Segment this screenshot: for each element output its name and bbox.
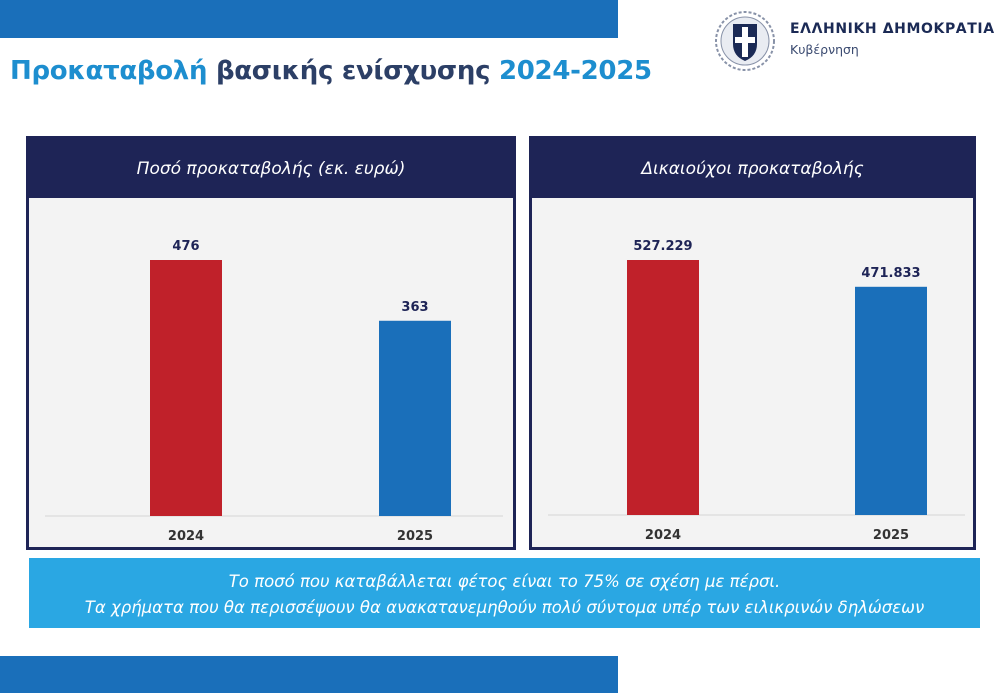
logo-subtitle: Κυβέρνηση: [790, 42, 859, 57]
bar-2024: [627, 260, 699, 515]
chart-panel-amount: Ποσό προκαταβολής (εκ. ευρώ) 476 2024 363 2…: [26, 136, 516, 550]
title-part-2: βασικής ενίσχυσης: [215, 56, 491, 86]
data-label-2024: 527.229: [633, 239, 692, 254]
title-part-1: Προκαταβολή: [10, 56, 208, 86]
data-label-2025: 471.833: [861, 266, 920, 281]
bar-2025: [855, 286, 927, 515]
top-accent-bar: [0, 0, 618, 38]
banner-line-2: Τα χρήματα που θα περισσέψουν θα ανακατα…: [84, 598, 925, 617]
logo-title: ΕΛΛΗΝΙΚΗ ΔΗΜΟΚΡΑΤΙΑ: [790, 21, 995, 37]
banner-line-1: Το ποσό που καταβάλλεται φέτος είναι το …: [228, 572, 781, 591]
tick-label-2025: 2025: [873, 528, 909, 543]
page-title: Προκαταβολή βασικής ενίσχυσης 2024-2025: [10, 56, 652, 86]
chart-title-beneficiaries: Δικαιούχοι προκαταβολής: [532, 139, 973, 198]
government-logo: ΕΛΛΗΝΙΚΗ ΔΗΜΟΚΡΑΤΙΑ Κυβέρνηση: [714, 10, 1000, 72]
chart-title-amount: Ποσό προκαταβολής (εκ. ευρώ): [29, 139, 513, 198]
chart-amount: 476 2024 363 2025: [45, 239, 503, 544]
data-label-2024: 476: [172, 239, 199, 254]
bar-2025: [379, 320, 451, 516]
tick-label-2024: 2024: [168, 529, 204, 544]
chart-panel-beneficiaries: Δικαιούχοι προκαταβολής 527.229 2024 471.8…: [529, 136, 976, 550]
info-banner: Το ποσό που καταβάλλεται φέτος είναι το …: [29, 558, 980, 628]
tick-label-2025: 2025: [397, 529, 433, 544]
tick-label-2024: 2024: [645, 528, 681, 543]
coat-of-arms-icon: [715, 11, 775, 71]
bar-2024: [150, 260, 222, 516]
chart-beneficiaries: 527.229 2024 471.833 2025: [548, 239, 965, 543]
title-part-3: 2024-2025: [498, 56, 652, 86]
bottom-accent-bar: [0, 656, 618, 693]
data-label-2025: 363: [401, 300, 428, 315]
